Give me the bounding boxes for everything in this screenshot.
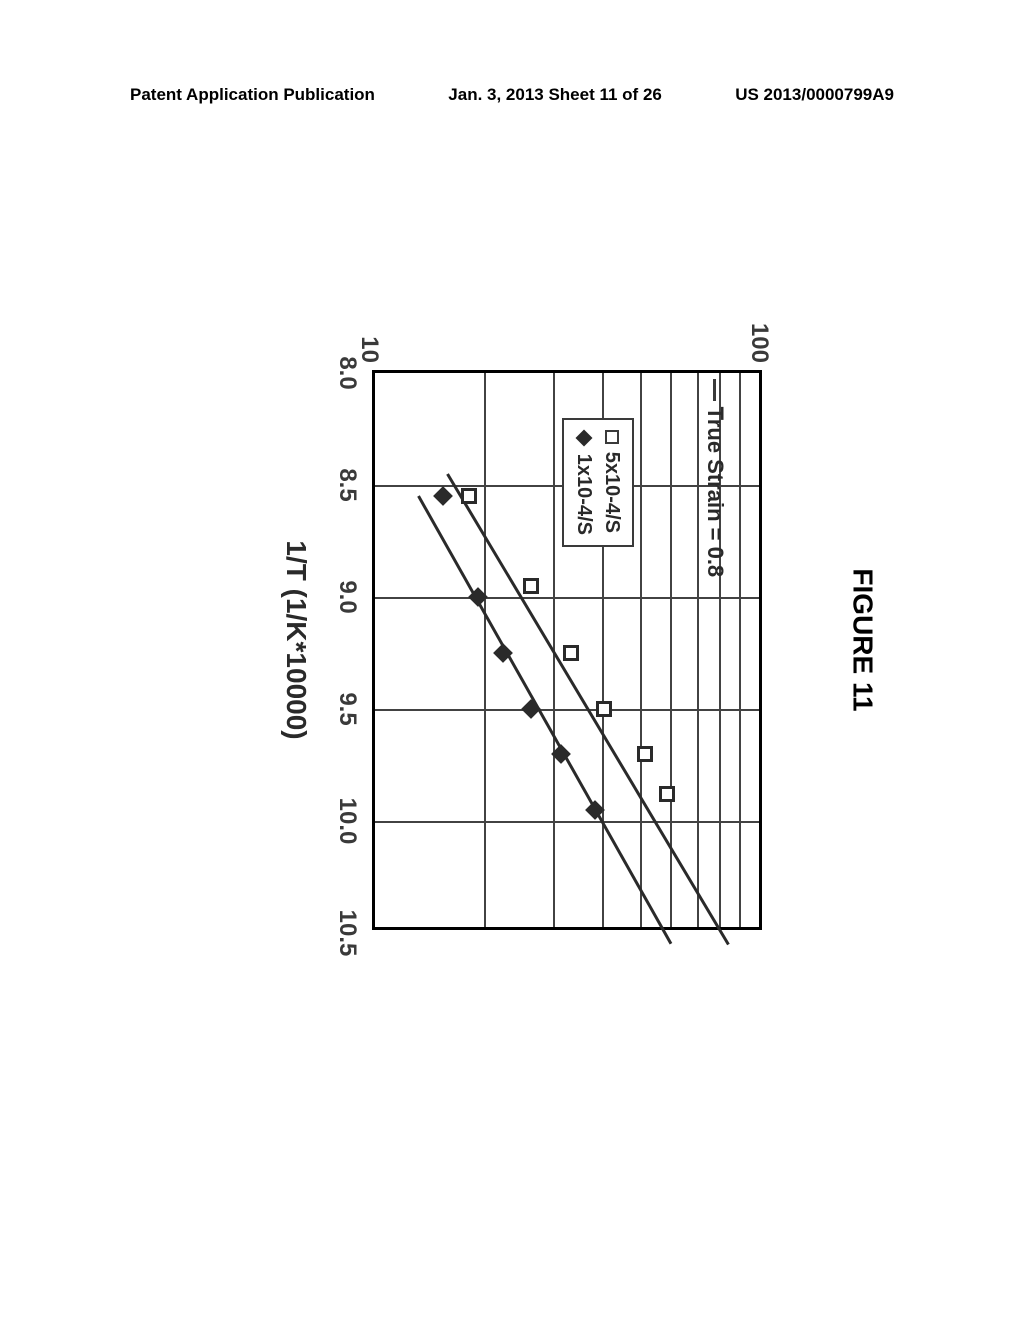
header-right: US 2013/0000799A9 <box>735 85 894 105</box>
chart-rotated: True Stress (MPa) 1/T (1/K*10000) 101008… <box>232 260 792 1020</box>
x-tick-label: 8.5 <box>333 468 361 501</box>
figure-container: FIGURE 11 True Stress (MPa) 1/T (1/K*100… <box>0 180 1024 1100</box>
annotation-true-strain: True Strain = 0.8 <box>702 407 728 578</box>
legend-row: 1x10-4/S <box>570 430 598 535</box>
diamond-marker-icon <box>576 429 593 446</box>
data-point-diamond <box>433 486 453 506</box>
legend: 5x10-4/S1x10-4/S <box>562 418 634 547</box>
hgrid <box>484 373 486 927</box>
page-header: Patent Application Publication Jan. 3, 2… <box>0 85 1024 105</box>
header-center: Jan. 3, 2013 Sheet 11 of 26 <box>448 85 662 105</box>
x-axis-title: 1/T (1/K*10000) <box>280 540 312 739</box>
figure-caption: FIGURE 11 <box>846 568 878 711</box>
x-tick-label: 8.0 <box>333 356 361 389</box>
annotation-dash <box>713 379 716 401</box>
data-point-square <box>461 488 477 504</box>
plot-area: 101008.08.59.09.510.010.5True Strain = 0… <box>372 370 762 930</box>
hgrid <box>640 373 642 927</box>
hgrid <box>670 373 672 927</box>
legend-row: 5x10-4/S <box>598 430 626 535</box>
legend-label: 5x10-4/S <box>598 452 626 533</box>
square-marker-icon <box>605 430 619 444</box>
header-left: Patent Application Publication <box>130 85 375 105</box>
data-point-square <box>637 746 653 762</box>
legend-label: 1x10-4/S <box>570 454 598 535</box>
hgrid <box>697 373 699 927</box>
x-tick-label: 10.5 <box>333 910 361 957</box>
x-tick-label: 10.0 <box>333 798 361 845</box>
hgrid <box>739 373 741 927</box>
vgrid <box>375 821 759 823</box>
vgrid <box>375 597 759 599</box>
data-point-square <box>523 578 539 594</box>
x-tick-label: 9.5 <box>333 692 361 725</box>
y-tick-label: 100 <box>745 323 773 363</box>
vgrid <box>375 709 759 711</box>
data-point-diamond <box>521 699 541 719</box>
data-point-square <box>596 701 612 717</box>
x-tick-label: 9.0 <box>333 580 361 613</box>
data-point-square <box>563 645 579 661</box>
fit-line <box>417 495 672 944</box>
data-point-square <box>659 786 675 802</box>
